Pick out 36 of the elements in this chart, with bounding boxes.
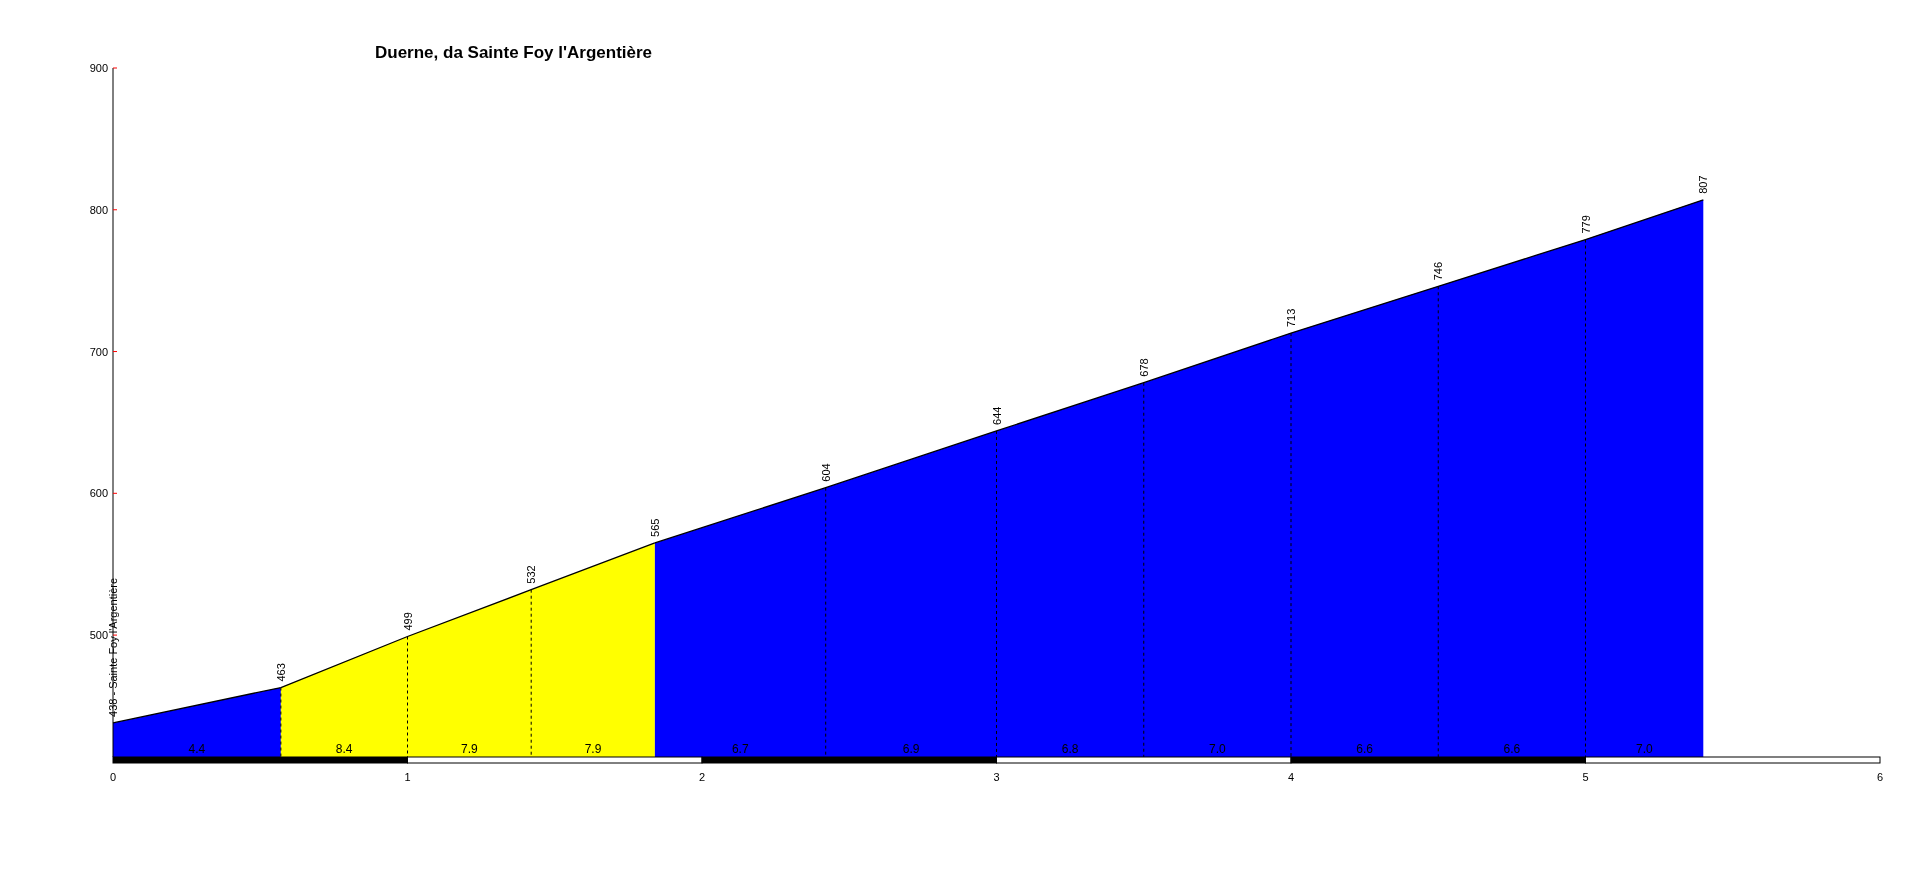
annotation: 7.9 (584, 742, 602, 756)
data-label: 499 (401, 612, 414, 631)
data-label: 807 (1697, 175, 1710, 194)
x-tick-label: 3 (993, 771, 1000, 783)
annotation: 7.0 (1209, 742, 1227, 756)
annotation: 7.9 (461, 742, 479, 756)
data-label: 463 (274, 663, 287, 682)
data-label: 644 (990, 406, 1003, 425)
x-tick-label: 0 (109, 771, 117, 783)
x-tick-label: 5 (1582, 771, 1589, 783)
annotation: 4.4 (188, 742, 206, 756)
annotation: 6.8 (1061, 742, 1079, 756)
x-tick-label: 1 (404, 771, 411, 783)
data-label: 713 (1285, 308, 1297, 328)
data-label: 746 (1432, 261, 1445, 281)
data-label: 532 (525, 565, 538, 584)
data-label: 604 (819, 463, 832, 482)
annotation: 8.4 (335, 742, 353, 756)
x-tick-label: 6 (1876, 771, 1884, 783)
data-label: 678 (1137, 358, 1150, 377)
annotation: 6.6 (1503, 742, 1521, 756)
y-tick-label: 800 (89, 203, 108, 216)
data-label: 565 (648, 518, 661, 537)
y-tick-label: 900 (89, 62, 108, 74)
x-tick-label: 4 (1287, 771, 1295, 783)
annotation: 7.0 (1636, 742, 1654, 756)
data-label: 438 - Sainte Foy l'Argentière (107, 577, 119, 717)
y-tick-label: 700 (89, 345, 108, 358)
data-label: 779 (1579, 215, 1592, 234)
annotation: 6.7 (731, 742, 749, 756)
annotation: 6.9 (902, 742, 920, 756)
y-tick-label: 500 (89, 629, 108, 642)
x-tick-label: 2 (698, 771, 706, 783)
chart-title: Duerne, da Sainte Foy l'Argentière (374, 43, 653, 62)
annotation: 6.6 (1356, 742, 1374, 756)
y-tick-label: 600 (89, 487, 108, 500)
